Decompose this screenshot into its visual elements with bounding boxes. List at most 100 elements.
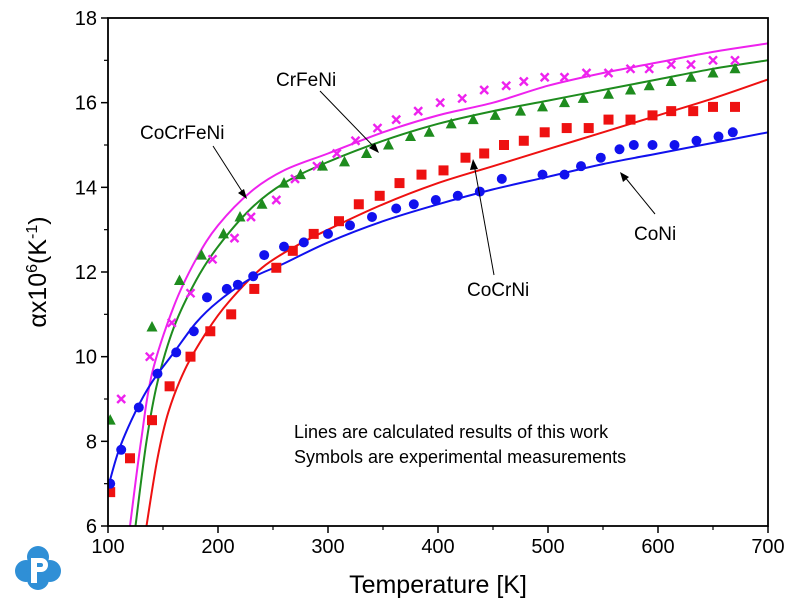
point-cocrfeni bbox=[144, 351, 155, 362]
point-coni bbox=[188, 326, 199, 337]
point-coni bbox=[221, 283, 232, 294]
point-crfeni bbox=[445, 117, 457, 129]
y-tick-label: 16 bbox=[75, 93, 97, 115]
annotation-cocrfeni: CoCrFeNi bbox=[140, 123, 224, 144]
point-crfeni bbox=[108, 414, 116, 425]
point-cocrni bbox=[666, 106, 677, 117]
point-cocrfeni bbox=[246, 212, 256, 222]
point-coni bbox=[669, 140, 680, 150]
point-crfeni bbox=[234, 210, 246, 222]
point-cocrni bbox=[518, 135, 529, 146]
point-coni bbox=[614, 144, 625, 155]
point-crfeni bbox=[515, 105, 526, 116]
point-cocrni bbox=[625, 114, 636, 125]
point-coni bbox=[232, 279, 243, 290]
curve-cocrfeni bbox=[129, 42, 768, 526]
point-cocrfeni bbox=[116, 394, 127, 404]
point-cocrni bbox=[499, 140, 509, 150]
point-cocrni bbox=[438, 165, 449, 176]
annotation-crfeni-arrowhead bbox=[369, 143, 379, 153]
point-crfeni bbox=[383, 139, 394, 150]
point-coni bbox=[248, 271, 259, 282]
point-cocrni bbox=[249, 283, 260, 294]
curve-crfeni bbox=[134, 59, 768, 526]
y-tick-label: 8 bbox=[86, 431, 97, 453]
series-annotations: CrFeNi CoCrFeNi CoCrNi CoNi bbox=[140, 70, 676, 301]
point-cocrfeni bbox=[686, 59, 696, 70]
point-cocrfeni bbox=[391, 114, 402, 125]
logo bbox=[15, 546, 61, 590]
point-crfeni bbox=[559, 96, 570, 108]
point-crfeni bbox=[685, 71, 697, 82]
point-coni bbox=[391, 203, 402, 214]
y-tick-label: 10 bbox=[75, 347, 97, 369]
point-coni bbox=[298, 237, 309, 248]
point-crfeni bbox=[405, 130, 416, 142]
point-cocrni bbox=[561, 123, 572, 134]
point-cocrni bbox=[353, 199, 364, 210]
point-crfeni bbox=[256, 198, 268, 209]
point-crfeni bbox=[278, 177, 290, 188]
point-crfeni bbox=[423, 126, 435, 137]
note-line-2: Symbols are experimental measurements bbox=[294, 447, 626, 467]
point-cocrfeni bbox=[501, 80, 512, 91]
point-crfeni bbox=[643, 79, 655, 91]
x-tick-label: 300 bbox=[311, 536, 344, 558]
point-crfeni bbox=[577, 92, 589, 103]
point-cocrni bbox=[287, 245, 298, 256]
point-cocrni bbox=[647, 110, 658, 121]
point-crfeni bbox=[174, 274, 185, 285]
point-coni bbox=[279, 241, 289, 252]
annotation-cocrfeni-pointer bbox=[212, 145, 246, 197]
y-tick-label: 6 bbox=[86, 516, 97, 538]
point-cocrni bbox=[374, 190, 385, 201]
point-coni bbox=[595, 152, 606, 163]
annotation-crfeni: CrFeNi bbox=[276, 70, 336, 91]
annotation-cocrfeni-arrowhead bbox=[238, 189, 247, 199]
point-cocrni bbox=[539, 127, 550, 138]
point-coni bbox=[713, 131, 724, 142]
y-axis-title: αx106(K-1) bbox=[24, 216, 52, 327]
y-axis-ticks: 6 8 10 12 14 16 18 bbox=[75, 8, 108, 538]
point-cocrfeni bbox=[559, 72, 570, 83]
point-cocrfeni bbox=[271, 195, 282, 205]
annotation-cocrni: CoCrNi bbox=[467, 280, 529, 301]
point-crfeni bbox=[537, 100, 548, 112]
y-tick-label: 12 bbox=[75, 262, 97, 284]
x-tick-label: 700 bbox=[751, 536, 784, 558]
point-cocrfeni bbox=[372, 123, 383, 133]
point-cocrfeni bbox=[207, 254, 218, 265]
point-cocrfeni bbox=[350, 135, 361, 146]
annotation-coni-arrowhead bbox=[620, 172, 629, 182]
point-coni bbox=[171, 347, 182, 358]
point-cocrni bbox=[708, 101, 718, 112]
point-coni bbox=[691, 135, 702, 146]
point-cocrni bbox=[308, 228, 319, 239]
point-cocrfeni bbox=[708, 55, 718, 66]
point-cocrni bbox=[271, 262, 282, 273]
point-cocrfeni bbox=[730, 55, 740, 66]
x-tick-label: 500 bbox=[531, 536, 564, 558]
point-coni bbox=[408, 199, 419, 210]
point-cocrni bbox=[688, 106, 699, 117]
note-line-1: Lines are calculated results of this wor… bbox=[294, 422, 609, 442]
point-coni bbox=[452, 190, 463, 201]
point-cocrfeni bbox=[166, 317, 177, 328]
point-crfeni bbox=[707, 67, 719, 78]
x-tick-label: 200 bbox=[201, 536, 234, 558]
point-coni bbox=[133, 402, 144, 413]
point-coni bbox=[727, 127, 738, 138]
point-coni bbox=[430, 195, 441, 206]
point-crfeni bbox=[317, 160, 328, 171]
point-cocrfeni bbox=[518, 76, 529, 87]
point-crfeni bbox=[295, 168, 306, 180]
x-axis-title: Temperature [K] bbox=[349, 571, 527, 599]
point-cocrfeni bbox=[666, 59, 677, 70]
point-cocrni bbox=[416, 169, 427, 180]
point-coni bbox=[323, 228, 333, 239]
point-cocrni bbox=[147, 415, 157, 426]
point-coni bbox=[202, 292, 212, 303]
point-cocrni bbox=[730, 101, 740, 112]
point-coni bbox=[496, 173, 507, 184]
point-cocrni bbox=[334, 216, 344, 227]
